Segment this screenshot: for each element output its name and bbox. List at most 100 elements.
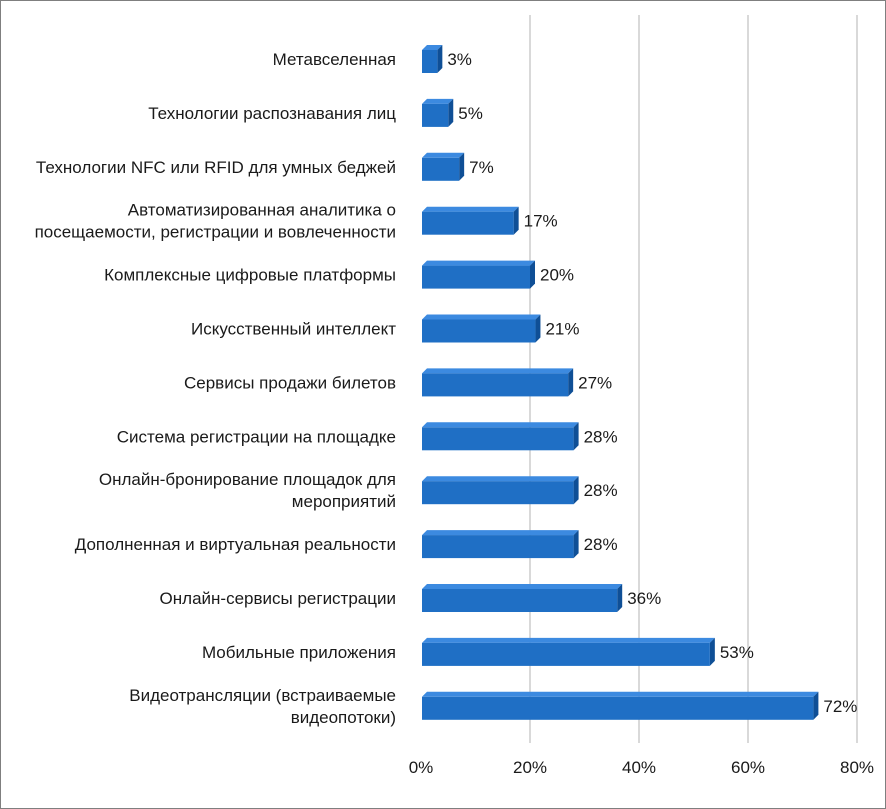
bar-2 xyxy=(422,98,454,127)
data-label-6: 21% xyxy=(545,320,579,339)
category-label-line: Мобильные приложения xyxy=(202,643,396,662)
bar-front-face xyxy=(422,535,574,559)
bar-front-face xyxy=(422,103,449,127)
category-label-line: мероприятий xyxy=(292,492,396,511)
bar-top-face xyxy=(422,476,579,482)
category-labels: Метавселенная Технологии распознавания ли… xyxy=(35,50,397,727)
bar-front-face xyxy=(422,50,438,73)
value-labels: 3% 5% 7% 17% 20% 21% 27% 28% 28% 28% 36% 53% 72% xyxy=(447,50,857,716)
bar-1 xyxy=(422,45,443,73)
category-label-line: Сервисы продажи билетов xyxy=(184,373,396,392)
bar-front-face xyxy=(422,427,574,451)
bar-12 xyxy=(422,637,715,666)
bar-8 xyxy=(422,422,579,451)
category-label-7: Сервисы продажи билетов xyxy=(184,373,396,392)
bar-front-face xyxy=(422,481,574,505)
category-label-line: видеопотоки) xyxy=(291,708,396,727)
category-label-line: посещаемости, регистрации и вовлеченност… xyxy=(35,223,396,242)
category-label-1: Метавселенная xyxy=(273,50,396,69)
bar-6 xyxy=(422,314,541,343)
category-label-9: Онлайн-бронирование площадок для мероприя… xyxy=(99,470,396,511)
data-label-7: 27% xyxy=(578,373,612,392)
bar-side-face xyxy=(535,314,541,343)
bar-top-face xyxy=(422,206,519,212)
bar-top-face xyxy=(422,45,443,50)
category-label-3: Технологии NFC или RFID для умных беджей xyxy=(36,158,396,177)
data-label-5: 20% xyxy=(540,266,574,285)
bar-front-face xyxy=(422,642,710,666)
data-label-11: 36% xyxy=(627,589,661,608)
bar-side-face xyxy=(617,584,623,612)
bar-front-face xyxy=(422,319,536,343)
category-label-line: Искусственный интеллект xyxy=(191,320,396,339)
bar-side-face xyxy=(530,260,535,289)
x-tick-label-40: 40% xyxy=(622,758,656,777)
category-label-4: Автоматизированная аналитика о посещаемос… xyxy=(35,201,396,242)
category-label-line: Онлайн-бронирование площадок для xyxy=(99,470,396,489)
bar-top-face xyxy=(422,422,579,428)
category-label-line: Дополненная и виртуальная реальности xyxy=(75,535,396,554)
bar-front-face xyxy=(422,696,814,720)
bar-front-face xyxy=(422,589,618,612)
bar-side-face xyxy=(513,206,519,235)
data-label-3: 7% xyxy=(469,158,494,177)
bars xyxy=(422,45,819,720)
data-label-1: 3% xyxy=(447,50,472,69)
bar-top-face xyxy=(422,152,465,158)
category-label-line: Видеотрансляции (встраиваемые xyxy=(129,686,396,705)
bar-front-face xyxy=(422,265,530,289)
category-label-2: Технологии распознавания лиц xyxy=(148,104,396,123)
bar-7 xyxy=(422,368,574,397)
x-tick-label-60: 60% xyxy=(731,758,765,777)
bar-10 xyxy=(422,530,579,559)
category-label-6: Искусственный интеллект xyxy=(191,320,396,339)
category-label-line: Онлайн-сервисы регистрации xyxy=(160,589,396,608)
bar-top-face xyxy=(422,98,454,104)
bar-9 xyxy=(422,476,579,505)
category-label-line: Система регистрации на площадке xyxy=(117,427,396,446)
bar-side-face xyxy=(437,45,443,73)
data-label-10: 28% xyxy=(584,535,618,554)
bar-front-face xyxy=(422,211,514,235)
bar-side-face xyxy=(709,637,715,666)
data-label-2: 5% xyxy=(458,104,483,123)
bar-top-face xyxy=(422,260,535,266)
category-label-line: Автоматизированная аналитика о xyxy=(128,201,396,220)
category-label-line: Метавселенная xyxy=(273,50,396,69)
bar-side-face xyxy=(459,152,465,181)
bar-front-face xyxy=(422,157,460,181)
data-label-4: 17% xyxy=(524,212,558,231)
x-tick-label-20: 20% xyxy=(513,758,547,777)
bar-side-face xyxy=(573,530,579,559)
bar-top-face xyxy=(422,637,715,643)
bar-top-face xyxy=(422,314,541,320)
data-label-9: 28% xyxy=(584,481,618,500)
bar-top-face xyxy=(422,368,574,374)
bar-side-face xyxy=(813,691,819,720)
bar-side-face xyxy=(448,98,454,127)
category-label-5: Комплексные цифровые платформы xyxy=(104,266,396,285)
bar-top-face xyxy=(422,691,819,697)
category-label-8: Система регистрации на площадке xyxy=(117,427,396,446)
bar-top-face xyxy=(422,530,579,536)
bar-top-face xyxy=(422,584,623,589)
category-label-11: Онлайн-сервисы регистрации xyxy=(160,589,396,608)
category-label-10: Дополненная и виртуальная реальности xyxy=(75,535,396,554)
bar-5 xyxy=(422,260,535,289)
x-axis-ticks: 0% 20% 40% 60% 80% xyxy=(409,758,874,777)
x-tick-label-80: 80% xyxy=(840,758,874,777)
bar-side-face xyxy=(573,476,579,505)
category-label-12: Мобильные приложения xyxy=(202,643,396,662)
category-label-13: Видеотрансляции (встраиваемые видеопотоки… xyxy=(129,686,396,727)
data-label-8: 28% xyxy=(584,427,618,446)
category-label-line: Технологии NFC или RFID для умных беджей xyxy=(36,158,396,177)
data-label-12: 53% xyxy=(720,643,754,662)
bar-front-face xyxy=(422,373,569,397)
bar-13 xyxy=(422,691,819,720)
bar-11 xyxy=(422,584,623,612)
bar-4 xyxy=(422,206,519,235)
bar-side-face xyxy=(568,368,574,397)
data-label-13: 72% xyxy=(823,697,857,716)
